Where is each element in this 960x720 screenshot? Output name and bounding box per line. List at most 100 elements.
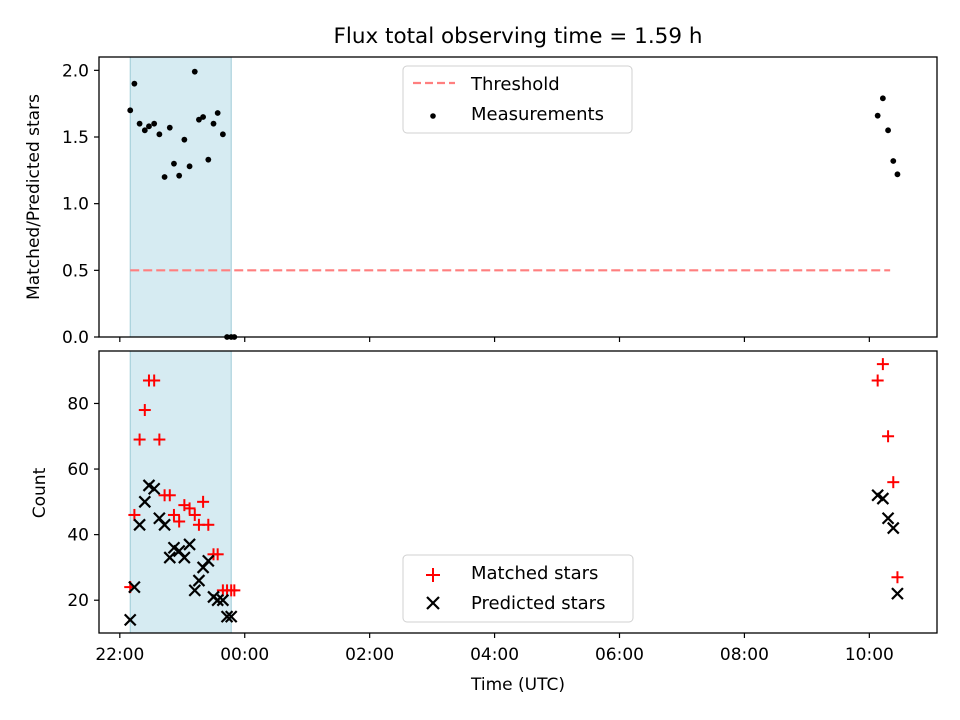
- bottom-y-ticks: 20 40 60 80: [67, 394, 99, 611]
- predicted-star-point: [192, 574, 206, 587]
- top-y-tick-label: 2.0: [62, 61, 89, 81]
- predicted-star-point: [216, 593, 230, 607]
- observing-window-shade: [129, 56, 232, 338]
- measurement-point: [219, 131, 226, 138]
- observing-window-shade-bottom: [129, 350, 232, 634]
- measurement-point: [161, 174, 168, 180]
- x-tick-label: 10:00: [845, 645, 894, 665]
- matched-star-point: [133, 433, 146, 446]
- bottom-y-tick-label: 20: [67, 591, 89, 611]
- matched-star-point: [891, 571, 904, 584]
- bottom-y-tick-label: 40: [67, 526, 89, 546]
- predicted-star-point: [158, 518, 171, 532]
- bottom-y-axis-label: Count: [30, 467, 50, 518]
- legend-measurements-label: Measurements: [471, 104, 604, 125]
- legend-predicted-label: Predicted stars: [471, 593, 605, 614]
- top-legend: Threshold Measurements: [402, 65, 633, 134]
- matched-star-point: [173, 515, 186, 528]
- matched-star-point: [153, 433, 166, 446]
- measurement-point: [136, 120, 143, 127]
- top-y-tick-label: 0.5: [62, 261, 89, 281]
- bottom-x-ticks: 22:00 00:00 02:00 04:00 06:00 08:00 10:00: [95, 633, 894, 665]
- matched-star-point: [167, 508, 180, 521]
- matched-star-point: [228, 584, 241, 597]
- bottom-plot-marks: [123, 358, 904, 627]
- measurement-point: [196, 116, 202, 123]
- measurement-point: [146, 123, 152, 130]
- measurement-point: [141, 127, 148, 134]
- matched-star-point: [183, 502, 196, 515]
- predicted-star-point: [876, 492, 890, 505]
- top-y-tick-label: 1.5: [62, 128, 89, 148]
- x-tick-label: 22:00: [95, 645, 144, 665]
- measurement-point: [176, 172, 183, 179]
- matched-star-point: [188, 508, 201, 521]
- matched-star-point: [871, 374, 884, 387]
- x-tick-label: 04:00: [470, 645, 519, 665]
- measurement-point: [210, 120, 217, 127]
- measurement-point: [191, 68, 198, 75]
- measurement-point: [186, 163, 193, 170]
- bottom-legend: Matched stars Predicted stars: [402, 554, 634, 623]
- x-axis-label: Time (UTC): [470, 675, 565, 695]
- measurement-point: [166, 124, 173, 131]
- matched-star-point: [876, 358, 889, 371]
- measurement-point: [205, 156, 212, 163]
- bottom-panel: 20 40 60 80 22:00 00:00 02:00 04:00 06:00 08:00 1…: [30, 350, 938, 695]
- top-y-tick-label: 1.0: [62, 195, 89, 215]
- matched-star-point: [148, 374, 161, 387]
- measurement-point: [874, 112, 881, 119]
- measurement-point: [214, 110, 221, 116]
- predicted-star-point: [887, 521, 900, 535]
- x-tick-label: 00:00: [220, 645, 269, 665]
- top-panel: 0.00.51.01.52.0 Matched/Predicted stars …: [24, 56, 938, 348]
- matched-star-point: [138, 404, 151, 417]
- legend-measurements-swatch: [430, 113, 436, 119]
- predicted-star-point: [881, 511, 895, 525]
- predicted-star-point: [220, 610, 234, 623]
- measurement-point: [894, 171, 901, 178]
- measurement-point: [171, 160, 177, 167]
- predicted-star-point: [183, 538, 196, 551]
- top-y-axis-label: Matched/Predicted stars: [24, 94, 44, 300]
- predicted-star-point: [138, 495, 152, 509]
- matched-star-point: [887, 476, 900, 489]
- measurement-point: [131, 80, 138, 87]
- predicted-star-point: [188, 584, 202, 597]
- predicted-star-point: [128, 580, 141, 594]
- measurement-point: [156, 131, 163, 138]
- matched-star-point: [163, 489, 176, 502]
- bottom-y-tick-label: 80: [67, 394, 89, 414]
- legend-predicted-swatch: [426, 596, 440, 610]
- x-tick-label: 06:00: [595, 645, 644, 665]
- measurement-point: [885, 127, 891, 134]
- top-y-tick-label: 0.0: [62, 328, 89, 348]
- matched-star-point: [202, 518, 215, 531]
- predicted-star-point: [891, 587, 904, 600]
- matched-star-point: [197, 495, 210, 508]
- measurement-point: [200, 114, 206, 120]
- predicted-star-point: [202, 554, 215, 568]
- predicted-star-point: [123, 613, 137, 627]
- top-y-ticks: 0.0 0.5 1.0 1.5 2.0: [62, 61, 99, 348]
- legend-matched-label: Matched stars: [471, 563, 598, 584]
- predicted-star-point: [211, 593, 224, 607]
- x-tick-label: 08:00: [720, 645, 769, 665]
- legend-matched-swatch: [426, 568, 440, 582]
- predicted-star-point: [224, 610, 238, 623]
- measurement-point: [181, 136, 188, 143]
- matched-star-point: [128, 508, 141, 521]
- measurement-point: [879, 95, 886, 102]
- bottom-legend-box: [402, 554, 634, 623]
- measurement-point: [151, 120, 158, 127]
- matched-star-point: [882, 430, 895, 443]
- predicted-star-point: [147, 482, 161, 495]
- measurement-point: [890, 158, 897, 164]
- top-legend-box: [402, 65, 633, 134]
- top-plot-marks: [127, 68, 901, 340]
- measurement-point: [127, 107, 134, 114]
- predicted-star-point: [133, 518, 146, 532]
- matched-star-point: [211, 548, 224, 561]
- top-x-ticks: [119, 337, 870, 342]
